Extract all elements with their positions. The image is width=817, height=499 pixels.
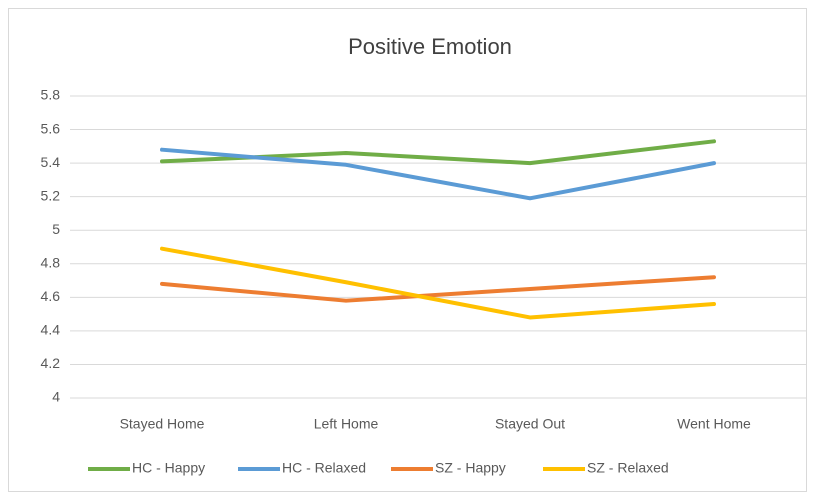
y-tick-label: 4.2	[41, 355, 61, 371]
chart-title: Positive Emotion	[348, 34, 512, 59]
x-tick-label: Stayed Home	[120, 416, 205, 432]
legend-label: HC - Relaxed	[282, 460, 366, 476]
series-line	[160, 275, 716, 303]
y-tick-label: 5.6	[41, 120, 61, 136]
x-tick-label: Left Home	[314, 416, 379, 432]
legend-label: SZ - Happy	[435, 460, 506, 476]
y-tick-label: 4	[52, 389, 60, 405]
y-tick-label: 4.8	[41, 254, 61, 270]
legend-label: HC - Happy	[132, 460, 205, 476]
y-tick-label: 5.2	[41, 187, 61, 203]
y-tick-label: 5.8	[41, 87, 61, 103]
y-tick-label: 4.4	[41, 322, 61, 338]
x-tick-label: Went Home	[677, 416, 751, 432]
series-line	[160, 246, 716, 320]
y-tick-label: 5.4	[41, 154, 61, 170]
series-line	[160, 147, 716, 201]
x-tick-label: Stayed Out	[495, 416, 565, 432]
y-tick-label: 5	[52, 221, 60, 237]
y-tick-label: 4.6	[41, 288, 61, 304]
chart-border	[8, 8, 807, 492]
legend-label: SZ - Relaxed	[587, 460, 669, 476]
